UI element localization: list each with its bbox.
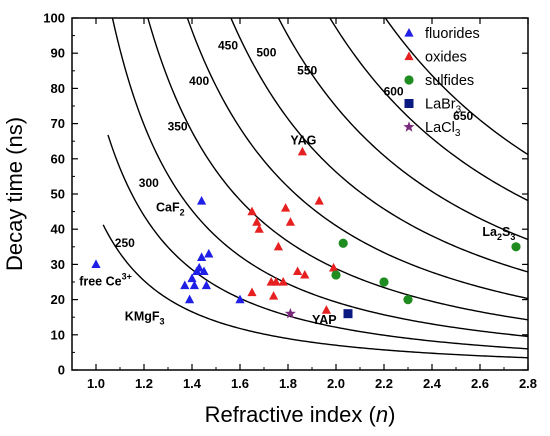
point-oxides bbox=[281, 203, 291, 212]
y-tick-label: 20 bbox=[51, 292, 65, 307]
y-axis-label: Decay time (ns) bbox=[2, 117, 27, 271]
curve-label-600: 600 bbox=[384, 84, 404, 98]
y-tick-label: 100 bbox=[43, 11, 65, 26]
point-lacl3 bbox=[284, 307, 296, 319]
y-tick-label: 90 bbox=[51, 46, 65, 61]
curve-label-450: 450 bbox=[218, 39, 238, 53]
curve-550 bbox=[277, 18, 528, 241]
x-tick-label: 1.2 bbox=[135, 376, 153, 391]
x-tick-label: 2.4 bbox=[423, 376, 442, 391]
point-oxides bbox=[273, 241, 283, 251]
wavelength-curves: 250 300 350 400 450 500 550 600 650 bbox=[102, 18, 528, 359]
point-fluorides bbox=[204, 248, 214, 258]
point-fluorides bbox=[187, 273, 197, 283]
point-oxides bbox=[278, 277, 288, 286]
point-oxides bbox=[269, 291, 279, 300]
point-labr3 bbox=[343, 309, 353, 319]
data-points bbox=[91, 146, 521, 319]
legend-label-fluorides: fluorides bbox=[425, 26, 480, 42]
legend-label-oxides: oxides bbox=[425, 50, 467, 66]
legend-marker-fluorides bbox=[404, 28, 414, 37]
y-tick-label: 30 bbox=[51, 257, 65, 272]
curve-600 bbox=[329, 18, 528, 202]
curve-650 bbox=[384, 18, 528, 156]
y-tick-label: 70 bbox=[51, 116, 65, 131]
point-fluorides bbox=[197, 196, 207, 205]
x-tick-label: 1.6 bbox=[231, 376, 249, 391]
point-sulfides bbox=[403, 295, 413, 305]
point-fluorides bbox=[189, 280, 199, 290]
curve-500 bbox=[230, 18, 528, 273]
x-axis-label: Refractive index (n) bbox=[205, 402, 396, 427]
point-oxides bbox=[314, 196, 324, 205]
annotation-kmgf: KMgF3 bbox=[125, 310, 165, 327]
axis-ticks: 1.0 1.2 1.4 1.6 1.8 2.0 2.2 2.4 2.6 2.8 0 10 20 30 40 5… bbox=[43, 11, 537, 392]
y-tick-label: 60 bbox=[51, 151, 65, 166]
curve-300 bbox=[107, 134, 528, 350]
y-tick-label: 0 bbox=[58, 363, 65, 378]
x-tick-label: 2.2 bbox=[375, 376, 393, 391]
curve-label-250: 250 bbox=[115, 236, 135, 250]
legend-label-sulfides: sulfides bbox=[425, 73, 474, 89]
annotation-free-ce: free Ce3+ bbox=[79, 272, 132, 289]
curve-label-300: 300 bbox=[139, 176, 159, 190]
legend-marker-lacl3 bbox=[403, 121, 415, 132]
curve-label-350: 350 bbox=[168, 120, 188, 134]
curve-450 bbox=[186, 18, 528, 300]
point-fluorides bbox=[235, 294, 245, 304]
point-sulfides bbox=[338, 238, 348, 248]
y-tick-label: 40 bbox=[51, 222, 65, 237]
curve-label-550: 550 bbox=[297, 63, 317, 77]
legend-label-lacl3: LaCl3 bbox=[425, 120, 461, 139]
point-oxides bbox=[254, 224, 264, 233]
point-fluorides bbox=[185, 294, 195, 304]
point-oxides bbox=[300, 269, 310, 279]
point-oxides bbox=[293, 266, 303, 276]
point-fluorides bbox=[194, 262, 204, 272]
annotation-yag: YAG bbox=[290, 134, 316, 148]
curve-350 bbox=[111, 18, 528, 338]
point-fluorides bbox=[91, 259, 101, 268]
legend-marker-labr3 bbox=[404, 99, 414, 108]
point-oxides bbox=[252, 217, 262, 226]
point-oxides bbox=[271, 277, 281, 286]
point-sulfides bbox=[379, 277, 389, 287]
legend: fluorides oxides sulfides LaBr3 LaCl3 bbox=[403, 26, 480, 139]
legend-label-labr3: LaBr3 bbox=[425, 97, 462, 116]
point-fluorides bbox=[180, 280, 190, 290]
x-tick-label: 1.0 bbox=[87, 376, 105, 391]
point-fluorides bbox=[201, 280, 211, 290]
x-tick-label: 1.4 bbox=[183, 376, 202, 391]
point-annotations: YAG CaF2 La2S3 free Ce3+ KMgF3 YAP bbox=[79, 134, 515, 328]
y-tick-label: 10 bbox=[51, 327, 65, 342]
x-tick-label: 2.0 bbox=[327, 376, 345, 391]
x-tick-label: 2.8 bbox=[519, 376, 537, 391]
annotation-caf: CaF2 bbox=[156, 201, 185, 218]
point-sulfides bbox=[511, 242, 521, 252]
point-fluorides bbox=[197, 252, 207, 261]
point-oxides bbox=[285, 217, 295, 226]
point-oxides bbox=[297, 146, 307, 156]
x-tick-label: 2.6 bbox=[471, 376, 489, 391]
y-tick-label: 80 bbox=[51, 81, 65, 96]
curve-label-500: 500 bbox=[256, 46, 276, 60]
annotation-la: La2S3 bbox=[482, 225, 515, 242]
legend-marker-oxides bbox=[404, 51, 414, 61]
x-tick-label: 1.8 bbox=[279, 376, 297, 391]
point-oxides bbox=[329, 262, 339, 272]
annotation-yap: YAP bbox=[312, 313, 337, 327]
point-oxides bbox=[247, 287, 257, 297]
curve-label-650: 650 bbox=[453, 109, 473, 123]
curve-label-400: 400 bbox=[189, 74, 209, 88]
point-oxides bbox=[247, 206, 257, 216]
point-oxides bbox=[321, 305, 331, 314]
legend-marker-sulfides bbox=[404, 75, 414, 85]
y-tick-label: 50 bbox=[51, 187, 65, 202]
point-fluorides bbox=[199, 266, 209, 276]
curve-250 bbox=[102, 224, 528, 359]
point-sulfides bbox=[331, 270, 341, 280]
